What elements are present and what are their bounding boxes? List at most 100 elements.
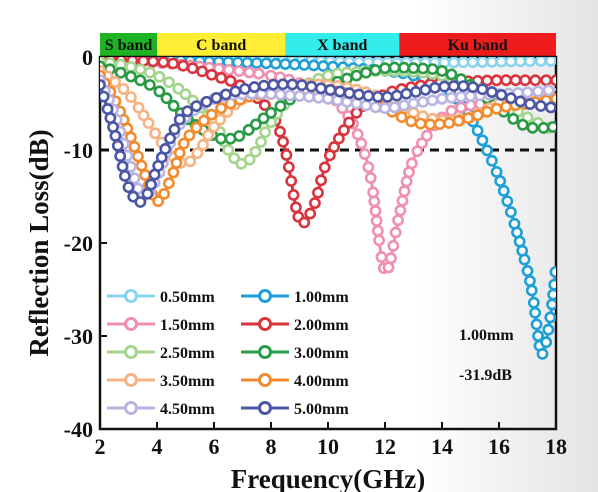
legend-item: 3.50mm xyxy=(107,373,215,390)
data-point xyxy=(542,84,555,97)
legend-swatch-marker xyxy=(124,289,138,303)
legend-item: 1.50mm xyxy=(107,317,215,334)
data-point xyxy=(139,169,152,181)
data-point xyxy=(521,86,534,99)
data-point xyxy=(183,129,196,142)
data-point xyxy=(295,79,308,92)
data-point xyxy=(315,174,327,187)
data-point xyxy=(202,129,215,142)
data-point xyxy=(280,149,293,161)
data-point xyxy=(257,79,270,92)
data-point xyxy=(243,66,256,79)
data-point xyxy=(360,66,372,79)
data-point xyxy=(265,106,277,119)
data-point xyxy=(274,125,286,138)
data-point xyxy=(371,224,384,237)
data-point xyxy=(445,104,458,117)
data-point xyxy=(394,204,407,217)
data-point xyxy=(379,62,391,75)
data-point xyxy=(338,124,350,137)
data-point xyxy=(258,99,271,112)
data-point xyxy=(476,57,489,68)
legend-swatch-marker xyxy=(124,345,138,359)
data-point xyxy=(436,92,448,105)
data-point xyxy=(414,117,427,130)
data-point xyxy=(249,145,262,158)
data-point xyxy=(511,226,523,239)
data-point xyxy=(100,79,106,91)
data-point xyxy=(116,160,129,173)
data-point xyxy=(358,148,371,160)
data-point xyxy=(548,278,556,291)
data-point xyxy=(293,90,306,102)
data-point xyxy=(504,57,517,68)
data-point xyxy=(134,74,147,87)
data-point xyxy=(455,101,467,114)
data-point xyxy=(259,126,272,139)
data-point xyxy=(252,67,265,80)
data-point xyxy=(322,69,334,82)
data-point xyxy=(355,137,368,150)
annotation-thickness: 1.00mm xyxy=(459,327,514,344)
data-point xyxy=(524,57,536,68)
data-point xyxy=(534,57,547,67)
data-point xyxy=(390,89,403,102)
legend-label: 1.00mm xyxy=(294,289,349,306)
x-tick-label: 4 xyxy=(152,434,163,459)
data-point xyxy=(181,105,194,118)
x-axis-title: Frequency(GHz) xyxy=(231,464,425,492)
data-point xyxy=(445,68,458,81)
legend-swatch-marker xyxy=(124,373,138,387)
x-tick-label: 6 xyxy=(209,434,220,459)
data-point xyxy=(352,88,365,101)
x-tick-label: 12 xyxy=(374,434,396,459)
data-point xyxy=(298,216,311,229)
legend-label: 4.00mm xyxy=(294,373,349,390)
data-point xyxy=(170,157,183,169)
data-point xyxy=(191,147,204,160)
legend-item: 4.50mm xyxy=(107,401,215,418)
x-tick-label: 2 xyxy=(95,434,106,459)
data-point xyxy=(312,186,324,199)
legend-item: 0.50mm xyxy=(107,289,215,306)
data-point xyxy=(205,68,218,81)
data-point xyxy=(407,62,420,75)
legend-item: 3.00mm xyxy=(241,345,349,362)
legend-swatch-marker xyxy=(258,345,272,359)
data-point xyxy=(143,66,156,79)
data-point xyxy=(134,63,147,76)
data-point xyxy=(132,150,144,163)
data-point xyxy=(544,101,556,114)
annotation-value: -31.9dB xyxy=(459,367,512,384)
data-point xyxy=(208,120,220,133)
frequency-bands: S band C band X band Ku band xyxy=(100,33,556,56)
data-point xyxy=(529,74,542,87)
data-point xyxy=(255,136,267,148)
data-point xyxy=(382,261,395,274)
data-point xyxy=(417,62,429,75)
legend-swatch-marker xyxy=(124,317,138,331)
data-point xyxy=(466,81,479,94)
data-point xyxy=(222,144,235,156)
data-point xyxy=(455,90,467,103)
data-point xyxy=(233,130,246,142)
data-point xyxy=(305,80,318,93)
data-point xyxy=(351,128,364,141)
data-point xyxy=(100,90,110,103)
data-point xyxy=(388,61,401,74)
data-point xyxy=(476,83,489,96)
data-point xyxy=(385,252,397,265)
data-point xyxy=(288,58,301,71)
band-2-label: X band xyxy=(317,37,367,54)
data-point xyxy=(276,78,289,91)
data-point xyxy=(530,318,543,331)
legend-item: 2.50mm xyxy=(107,345,215,362)
data-point xyxy=(168,123,181,136)
y-axis-title: Reflection Loss(dB) xyxy=(24,129,54,356)
data-point xyxy=(514,57,527,68)
legend-swatch-marker xyxy=(258,401,272,415)
data-point xyxy=(443,117,456,129)
data-point xyxy=(513,235,526,248)
data-point xyxy=(119,170,131,182)
data-point xyxy=(445,91,458,104)
